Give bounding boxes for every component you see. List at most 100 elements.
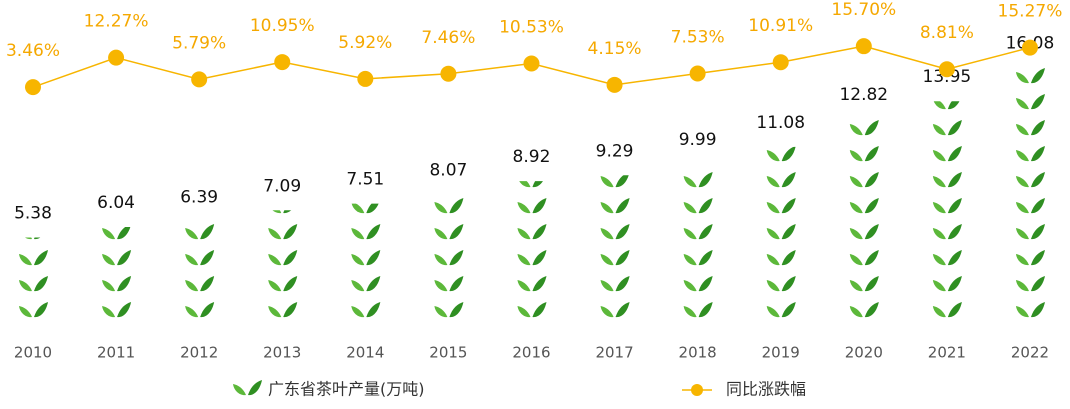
leaf	[1015, 120, 1045, 136]
leaf	[1015, 250, 1045, 266]
x-tick-label: 2022	[1011, 344, 1049, 362]
leaf	[19, 237, 48, 240]
bar	[600, 175, 630, 318]
bar	[268, 210, 298, 318]
leaf	[683, 250, 713, 266]
data-label: 15.70%	[831, 0, 896, 20]
leaf	[185, 224, 215, 240]
x-tick-label: 2013	[263, 344, 301, 362]
data-label: 4.15%	[588, 39, 642, 59]
leaf	[185, 250, 215, 266]
data-label: 12.27%	[84, 12, 149, 32]
leaf	[1015, 302, 1045, 318]
x-tick-label: 2020	[845, 344, 883, 362]
leaf	[185, 302, 215, 318]
leaf	[600, 250, 630, 266]
leaf	[268, 302, 298, 318]
data-label: 10.91%	[748, 16, 813, 36]
data-label: 8.92	[513, 147, 551, 167]
leaf	[1015, 224, 1045, 240]
leaf	[600, 175, 630, 188]
leaf	[766, 276, 796, 292]
bar	[19, 237, 48, 318]
point	[191, 71, 208, 88]
leaf	[351, 276, 381, 292]
leaf	[517, 224, 547, 240]
data-label: 7.09	[263, 176, 301, 196]
data-label: 5.92%	[338, 33, 392, 53]
bar	[185, 224, 215, 318]
data-label: 7.53%	[671, 28, 725, 48]
leaf	[683, 302, 713, 318]
x-tick-label: 2011	[97, 344, 135, 362]
leaf	[351, 203, 381, 214]
leaf	[932, 120, 962, 136]
x-tick-label: 2017	[595, 344, 633, 362]
leaf	[932, 250, 962, 266]
data-label: 6.39	[180, 187, 218, 207]
leaf	[102, 276, 132, 292]
leaf	[932, 146, 962, 162]
leaf	[268, 210, 298, 214]
point	[938, 61, 955, 78]
point	[855, 38, 872, 55]
leaf	[849, 276, 879, 292]
data-label: 8.07	[429, 161, 467, 181]
legend-icon	[691, 384, 703, 396]
bar	[1015, 68, 1045, 318]
legend: 广东省茶叶产量(万吨) 同比涨跌幅	[233, 380, 806, 399]
bar	[102, 226, 132, 318]
leaf	[849, 198, 879, 214]
leaf	[268, 250, 298, 266]
leaf	[351, 302, 381, 318]
x-tick-label: 2010	[14, 344, 52, 362]
data-label: 10.53%	[499, 17, 564, 37]
data-label: 10.95%	[250, 16, 315, 36]
leaf	[102, 250, 132, 266]
leaf	[434, 276, 464, 292]
point	[357, 70, 374, 87]
legend-label: 同比涨跌幅	[726, 380, 806, 399]
point	[25, 79, 41, 96]
point	[606, 76, 623, 93]
leaf	[102, 302, 132, 318]
leaf	[434, 250, 464, 266]
leaf	[19, 302, 48, 318]
data-label: 15.27%	[998, 2, 1063, 22]
leaf	[600, 276, 630, 292]
legend-icon	[233, 380, 262, 396]
leaf	[600, 302, 630, 318]
leaf	[434, 302, 464, 318]
leaf	[766, 198, 796, 214]
data-label: 11.08	[756, 113, 805, 133]
data-label: 5.79%	[172, 33, 226, 53]
leaf	[1015, 94, 1045, 110]
leaf	[1015, 172, 1045, 188]
leaf	[932, 224, 962, 240]
data-label: 12.82	[839, 85, 888, 105]
leaf	[434, 198, 464, 214]
point	[1021, 39, 1038, 56]
bar	[517, 181, 547, 318]
point	[274, 54, 291, 71]
x-tick-label: 2014	[346, 344, 384, 362]
point	[440, 65, 457, 82]
leaf	[19, 250, 48, 266]
leaf	[185, 276, 215, 292]
point	[689, 65, 706, 82]
leaf	[600, 224, 630, 240]
x-tick-label: 2016	[512, 344, 550, 362]
data-label: 9.99	[679, 130, 717, 150]
bar	[766, 146, 796, 318]
data-label: 6.04	[97, 193, 135, 213]
leaf	[1015, 68, 1045, 84]
data-label: 8.81%	[920, 23, 974, 43]
leaf	[683, 224, 713, 240]
leaf	[102, 226, 132, 240]
data-label: 7.51	[346, 170, 384, 190]
leaf	[683, 172, 713, 188]
leaf	[351, 224, 381, 240]
leaf	[766, 302, 796, 318]
leaf	[683, 198, 713, 214]
